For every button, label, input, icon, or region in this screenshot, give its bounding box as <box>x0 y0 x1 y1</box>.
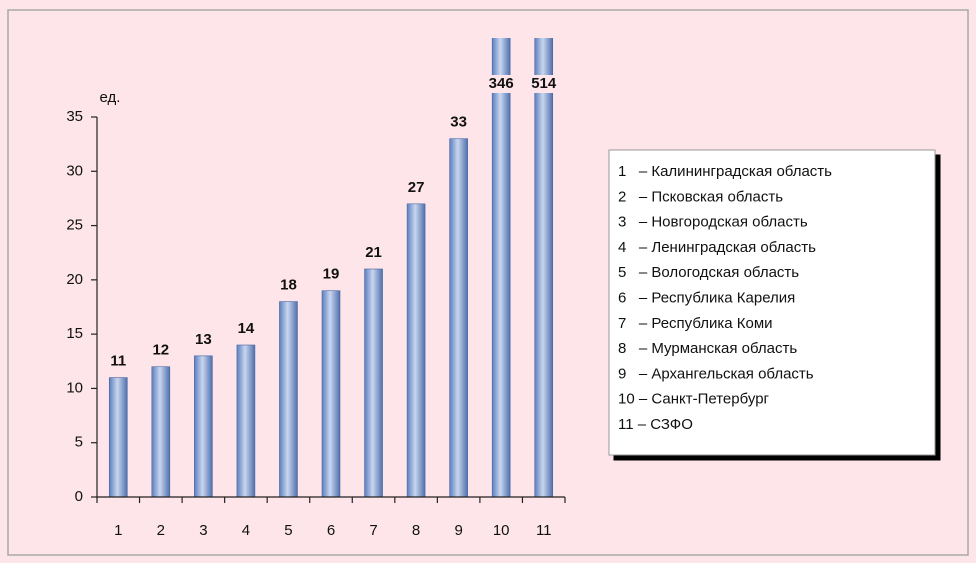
value-label: 346 <box>489 75 514 92</box>
legend-item: 3 – Новгородская область <box>618 214 808 231</box>
legend-item: 10 – Санкт-Петербург <box>618 391 770 408</box>
legend <box>608 149 936 456</box>
bars <box>108 38 554 498</box>
bar-break <box>489 75 514 93</box>
legend-item: 6 – Республика Карелия <box>618 289 795 306</box>
y-tick-label: 15 <box>66 325 83 342</box>
x-tick-label: 10 <box>493 522 510 539</box>
bar <box>151 366 171 498</box>
x-tick-label: 6 <box>327 522 335 539</box>
bar <box>279 301 298 498</box>
bar <box>321 290 341 498</box>
x-tick-label: 7 <box>369 522 377 539</box>
bar <box>108 377 128 498</box>
legend-item: 1 – Калининградская область <box>618 163 832 180</box>
x-tick-label: 3 <box>199 522 207 539</box>
value-label: 18 <box>280 277 297 294</box>
x-tick-label: 4 <box>242 522 250 539</box>
y-tick-label: 0 <box>75 488 83 505</box>
y-tick-label: 30 <box>66 162 83 179</box>
bar-break <box>531 75 556 93</box>
y-tick-label: 10 <box>66 379 83 396</box>
value-label: 12 <box>152 342 169 359</box>
y-tick-label: 25 <box>66 217 83 234</box>
y-tick-label: 35 <box>66 108 83 125</box>
legend-item: 8 – Мурманская область <box>618 340 797 357</box>
y-tick-label: 5 <box>75 434 83 451</box>
x-tick-label: 9 <box>454 522 462 539</box>
x-tick-label: 8 <box>412 522 420 539</box>
y-axis-label: ед. <box>100 89 121 106</box>
legend-item: 9 – Архангельская область <box>618 365 814 382</box>
legend-item: 7 – Республика Коми <box>618 315 773 332</box>
legend-item: 2 – Псковская область <box>618 188 783 205</box>
legend-item: 4 – Ленинградская область <box>618 239 816 256</box>
x-tick-label: 1 <box>114 522 122 539</box>
value-label: 13 <box>195 331 212 348</box>
legend-item: 5 – Вологодская область <box>618 264 799 281</box>
value-label: 11 <box>110 353 126 370</box>
x-tick-label: 5 <box>284 522 292 539</box>
bar <box>194 355 213 498</box>
legend-item: 11 – СЗФО <box>618 416 693 433</box>
value-label: 21 <box>365 244 382 261</box>
value-label: 33 <box>450 114 467 131</box>
y-tick-label: 20 <box>66 271 83 288</box>
value-label: 27 <box>408 179 425 196</box>
bar <box>406 203 426 498</box>
bar <box>236 344 256 498</box>
value-label: 19 <box>323 266 340 283</box>
bar <box>449 138 468 498</box>
value-label: 14 <box>238 320 255 337</box>
value-label: 514 <box>531 75 557 92</box>
x-tick-label: 11 <box>536 522 552 539</box>
bar <box>364 268 383 498</box>
x-tick-label: 2 <box>157 522 165 539</box>
